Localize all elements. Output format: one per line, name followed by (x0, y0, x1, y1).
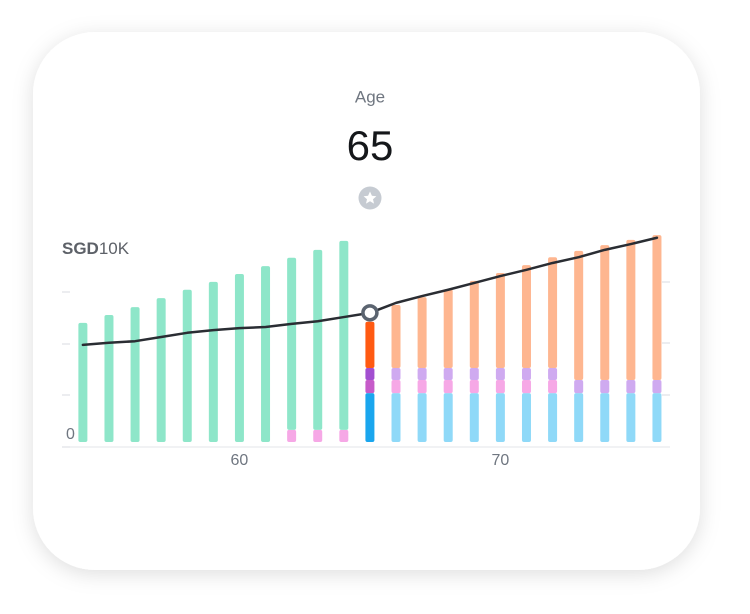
bar-segment (600, 245, 610, 381)
selected-value: 65 (347, 122, 394, 169)
bar-segment (130, 307, 140, 442)
bar-segment (234, 274, 244, 442)
bar-segment (78, 322, 88, 442)
bar-segment (417, 367, 427, 381)
bar-segment (365, 393, 375, 442)
bar-segment (521, 393, 531, 442)
bar-segment (469, 367, 479, 381)
bar-segment (495, 272, 505, 368)
bar-segment (443, 367, 453, 381)
bar-segment (339, 429, 349, 442)
bar-segment (521, 380, 531, 394)
bar-segment (339, 240, 349, 430)
bar-segment (182, 289, 192, 442)
bar-segment (574, 380, 584, 394)
bar-segment (443, 380, 453, 394)
bar-segment (417, 380, 427, 394)
bar-segment (626, 380, 636, 394)
card (33, 32, 700, 570)
favorite-icon[interactable] (358, 186, 382, 210)
x-tick-label: 60 (231, 452, 249, 469)
bar-segment (287, 257, 297, 430)
bar-segment (365, 321, 375, 368)
bar-segment (495, 380, 505, 394)
x-label: Age (355, 87, 385, 106)
bar-segment (391, 380, 401, 394)
bar-segment (469, 393, 479, 442)
bar-segment (574, 393, 584, 442)
bar-segment (417, 393, 427, 442)
y-unit-currency: SGD (62, 239, 99, 258)
y-unit: 10K (99, 239, 130, 258)
bar-segment (417, 297, 427, 368)
bar-segment (391, 367, 401, 381)
bar-segment (548, 380, 558, 394)
bar-segment (313, 429, 323, 442)
y-tick-label: 0 (66, 426, 75, 443)
bar-segment (548, 257, 558, 368)
bar-segment (600, 393, 610, 442)
bar-segment (495, 393, 505, 442)
bar-segment (548, 367, 558, 381)
bar-segment (313, 249, 323, 430)
bar-segment (469, 280, 479, 368)
bar-segment (104, 314, 114, 442)
bar-segment (391, 304, 401, 368)
bar-segment (600, 380, 610, 394)
bar-segment (469, 380, 479, 394)
y-unit-label: SGD10K (62, 239, 130, 258)
bar-segment (652, 235, 662, 381)
bar-segment (261, 266, 271, 442)
axis-decor (62, 281, 670, 396)
bar-segment (626, 239, 636, 381)
bar-segment (574, 250, 584, 381)
bar-segment (156, 298, 166, 442)
bar-segment (495, 367, 505, 381)
bar-segment (626, 393, 636, 442)
x-tick-label: 70 (491, 452, 509, 469)
bar-segment (391, 393, 401, 442)
bar-segment (521, 265, 531, 368)
bar-segment (521, 367, 531, 381)
bar-segment (652, 380, 662, 394)
bar-segment (443, 289, 453, 368)
bar-segment (287, 429, 297, 442)
selected-point (361, 304, 379, 322)
bar-segment (365, 367, 375, 381)
bar-segment (208, 281, 218, 442)
bar-segment (443, 393, 453, 442)
bar-segment (548, 393, 558, 442)
bar-segment (652, 393, 662, 442)
bar-segment (365, 380, 375, 394)
